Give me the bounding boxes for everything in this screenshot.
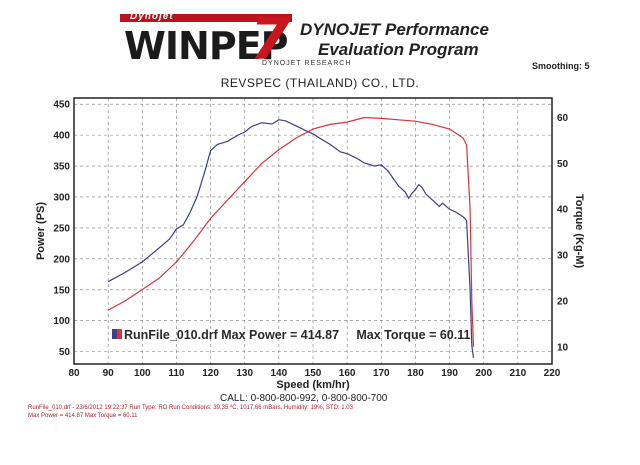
company-name: REVSPEC (THAILAND) CO., LTD. (220, 76, 420, 90)
x-tick-label: 190 (441, 368, 458, 379)
logo-small-text: Dynojet (130, 11, 174, 22)
winpep-logo: Dynojet WINPEP (120, 11, 292, 70)
y-left-tick-label: 150 (53, 285, 70, 296)
x-tick-label: 200 (475, 368, 492, 379)
run-info-line: RunFile_010.drf - 23/6/2012 19:22:37 Run… (28, 405, 353, 411)
y-left-tick-label: 100 (53, 316, 70, 327)
x-tick-label: 90 (103, 368, 115, 379)
max-info-line: Max Power = 414.87 Max Torque = 60.11 (28, 413, 138, 419)
y-right-tick-label: 10 (557, 342, 569, 353)
smoothing-label: Smoothing: 5 (532, 61, 590, 71)
series-power-line (107, 119, 475, 358)
x-tick-label: 220 (544, 368, 561, 379)
logo-number: 7 (250, 5, 291, 73)
y-axis-right-label: Torque (Kg-M) (573, 194, 585, 269)
y-left-tick-label: 250 (53, 223, 70, 234)
y-left-tick-label: 350 (53, 162, 70, 173)
x-tick-label: 110 (168, 368, 185, 379)
legend-text: RunFile_010.drf Max Power = 414.87 Max T… (124, 328, 470, 342)
logo-red-bar (120, 14, 292, 22)
chart-grid (74, 98, 552, 364)
x-tick-label: 160 (339, 368, 356, 379)
y-right-tick-label: 60 (557, 113, 569, 124)
program-title-line1: DYNOJET Performance (300, 20, 489, 39)
y-right-tick-label: 40 (557, 205, 569, 216)
research-label: DYNOJET RESEARCH (262, 60, 352, 67)
series-torque-line (107, 116, 475, 347)
x-tick-label: 130 (236, 368, 253, 379)
y-left-tick-label: 450 (53, 100, 70, 111)
plot-frame (73, 97, 553, 365)
x-tick-label: 120 (202, 368, 219, 379)
y-left-tick-label: 300 (53, 192, 70, 203)
x-tick-label: 170 (373, 368, 390, 379)
call-numbers: CALL: 0-800-800-992, 0-800-800-700 (220, 393, 388, 404)
x-tick-label: 100 (134, 368, 151, 379)
y-left-tick-label: 200 (53, 254, 70, 265)
legend-swatch-left (112, 329, 117, 339)
program-title-line2: Evaluation Program (318, 40, 479, 59)
x-axis-label: Speed (km/hr) (276, 379, 350, 391)
y-left-tick-label: 50 (59, 347, 71, 358)
x-tick-label: 140 (271, 368, 288, 379)
y-right-tick-label: 20 (557, 296, 569, 307)
y-right-tick-label: 50 (557, 159, 569, 170)
tick-labels: 80 90 100 110 120 130 140 150 160 170 180 190 200 210… (53, 100, 568, 379)
legend-swatch-right (117, 329, 122, 339)
logo-main-text: WINPEP (124, 24, 289, 68)
x-tick-label: 180 (407, 368, 424, 379)
x-tick-label: 80 (68, 368, 80, 379)
x-tick-label: 210 (510, 368, 527, 379)
y-axis-left-label: Power (PS) (35, 202, 47, 260)
y-left-tick-label: 400 (53, 131, 70, 142)
x-tick-label: 150 (305, 368, 322, 379)
chart-legend: RunFile_010.drf Max Power = 414.87 Max T… (112, 328, 470, 342)
y-right-tick-label: 30 (557, 251, 569, 262)
